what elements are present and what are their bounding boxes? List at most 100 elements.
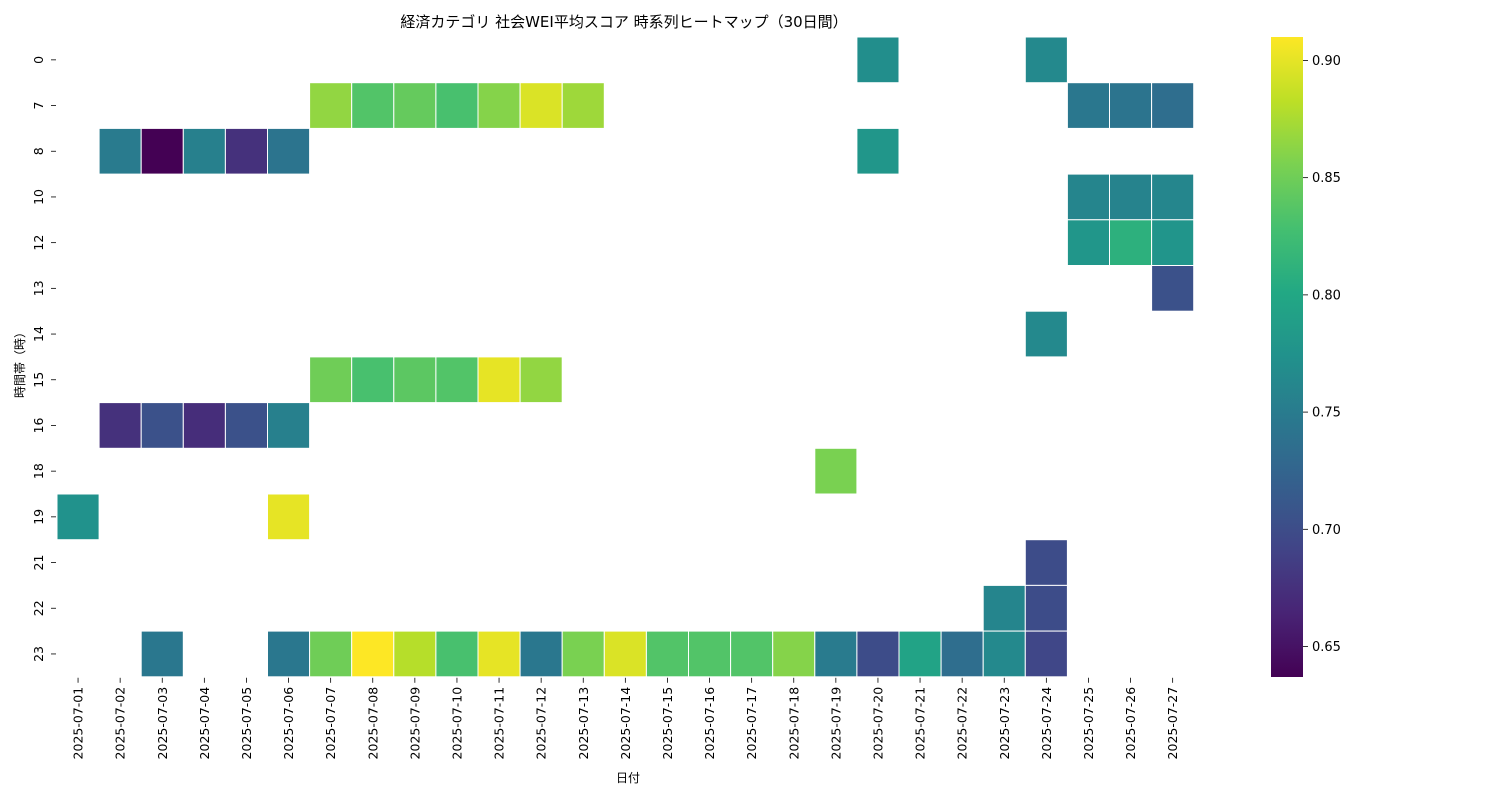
x-axis-ticks: 2025-07-01 2025-07-02 2025-07-03 2025-07-04… — [71, 677, 1180, 760]
heatmap-cell — [435, 356, 479, 404]
heatmap-cell — [1151, 219, 1195, 267]
heatmap-cell — [140, 630, 184, 678]
y-tick-label: 8 — [31, 147, 46, 155]
heatmap-cell — [1109, 219, 1153, 267]
y-tick-label: 21 — [31, 555, 46, 571]
heatmap-cell — [645, 630, 690, 678]
x-tick-label: 2025-07-15 — [660, 687, 675, 760]
x-tick-label: 2025-07-20 — [870, 687, 885, 760]
x-tick-label: 2025-07-03 — [155, 687, 170, 760]
colorbar-tick-label: 0.70 — [1312, 523, 1341, 538]
x-axis-label: 日付 — [616, 771, 640, 785]
heatmap-cell — [1151, 265, 1195, 312]
x-tick-label: 2025-07-05 — [239, 687, 254, 760]
heatmap-cell — [351, 82, 395, 129]
x-tick-label: 2025-07-11 — [492, 687, 507, 760]
heatmap-cell — [1024, 539, 1068, 586]
x-tick-label: 2025-07-12 — [534, 687, 549, 760]
heatmap-cell — [519, 356, 563, 404]
heatmap-cell — [477, 630, 521, 678]
heatmap-cell — [1151, 82, 1195, 129]
x-tick-label: 2025-07-14 — [618, 687, 633, 760]
y-tick-label: 19 — [31, 509, 46, 525]
colorbar-tick-label: 0.65 — [1312, 640, 1341, 655]
x-tick-label: 2025-07-06 — [281, 687, 296, 760]
x-tick-label: 2025-07-19 — [828, 687, 843, 760]
colorbar-tick-label: 0.85 — [1312, 171, 1341, 186]
heatmap-cell — [1024, 310, 1068, 358]
x-tick-label: 2025-07-23 — [997, 687, 1012, 760]
colorbar-tick-label: 0.90 — [1312, 54, 1341, 69]
heatmap-cell — [309, 82, 353, 129]
heatmap-cell — [393, 630, 437, 678]
heatmap-cell — [898, 630, 942, 678]
heatmap-cell — [435, 630, 479, 678]
y-axis-label: 時間帯（時） — [13, 326, 27, 398]
heatmap-cell — [982, 630, 1026, 678]
y-tick-label: 14 — [31, 326, 46, 342]
y-tick-label: 7 — [31, 102, 46, 110]
x-tick-label: 2025-07-08 — [365, 687, 380, 760]
heatmap-cell — [182, 127, 226, 175]
x-tick-label: 2025-07-17 — [744, 687, 759, 760]
heatmap-cell — [519, 82, 563, 129]
heatmap-cell — [561, 82, 605, 129]
x-tick-label: 2025-07-16 — [702, 687, 717, 760]
colorbar-ticks: 0.65 0.70 0.75 0.80 0.85 0.90 — [1303, 54, 1341, 655]
heatmap-cell — [140, 127, 184, 175]
heatmap-cell — [856, 127, 900, 175]
heatmap-cell — [267, 493, 311, 541]
heatmap-cell — [730, 630, 774, 678]
y-tick-label: 12 — [31, 235, 46, 251]
chart-title: 経済カテゴリ 社会WEI平均スコア 時系列ヒートマップ（30日間） — [400, 13, 847, 31]
heatmap-cell — [856, 36, 900, 84]
y-tick-label: 13 — [31, 280, 46, 296]
y-tick-label: 16 — [31, 417, 46, 433]
heatmap-cell — [477, 82, 521, 129]
heatmap-cell — [982, 584, 1026, 632]
x-tick-label: 2025-07-09 — [407, 687, 422, 760]
heatmap-cell — [224, 127, 268, 175]
colorbar-tick-label: 0.80 — [1312, 288, 1341, 303]
heatmap-cell — [1066, 173, 1111, 221]
heatmap-cell — [1109, 173, 1153, 221]
heatmap-cell — [98, 402, 142, 449]
y-tick-label: 23 — [31, 646, 46, 662]
heatmap-cell — [224, 402, 268, 449]
heatmap-cell — [98, 127, 142, 175]
heatmap-cell — [267, 630, 311, 678]
colorbar-tick-label: 0.75 — [1312, 406, 1341, 421]
heatmap-cell — [1066, 219, 1111, 267]
x-tick-label: 2025-07-07 — [323, 687, 338, 760]
heatmap-cell — [140, 402, 184, 449]
x-tick-label: 2025-07-22 — [955, 687, 970, 760]
heatmap-cells — [56, 36, 1195, 678]
x-tick-label: 2025-07-26 — [1123, 687, 1138, 760]
x-tick-label: 2025-07-10 — [449, 687, 464, 760]
heatmap-cell — [351, 630, 395, 678]
x-tick-label: 2025-07-13 — [576, 687, 591, 760]
y-tick-label: 0 — [31, 56, 46, 64]
heatmap-cell — [561, 630, 605, 678]
heatmap-cell — [435, 82, 479, 129]
x-tick-label: 2025-07-27 — [1165, 687, 1180, 760]
heatmap-cell — [1024, 630, 1068, 678]
y-tick-label: 18 — [31, 463, 46, 479]
x-tick-label: 2025-07-21 — [913, 687, 928, 760]
heatmap-cell — [351, 356, 395, 404]
heatmap-cell — [814, 447, 858, 495]
heatmap-cell — [267, 127, 311, 175]
heatmap-cell — [772, 630, 816, 678]
heatmap-cell — [309, 630, 353, 678]
heatmap-cell — [1151, 173, 1195, 221]
heatmap-cell — [940, 630, 984, 678]
x-tick-label: 2025-07-25 — [1081, 687, 1096, 760]
heatmap-cell — [856, 630, 900, 678]
heatmap-cell — [603, 630, 647, 678]
y-tick-label: 10 — [31, 189, 46, 205]
x-tick-label: 2025-07-02 — [113, 687, 128, 760]
heatmap-cell — [1066, 82, 1111, 129]
heatmap-cell — [688, 630, 732, 678]
y-tick-label: 15 — [31, 372, 46, 388]
x-tick-label: 2025-07-18 — [786, 687, 801, 760]
